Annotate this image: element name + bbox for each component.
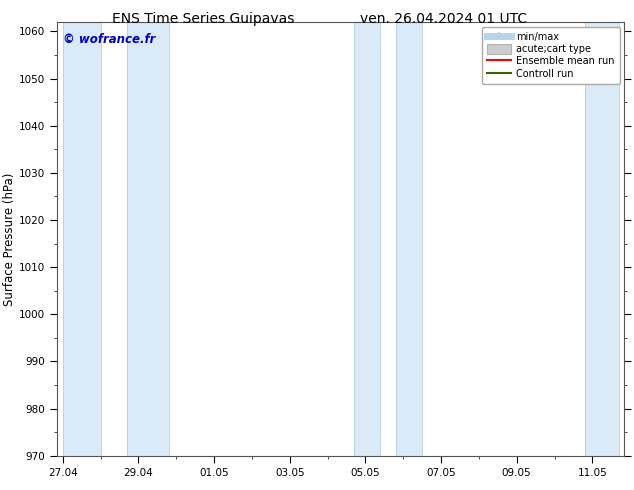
Bar [63,22,101,456]
Legend: min/max, acute;cart type, Ensemble mean run, Controll run: min/max, acute;cart type, Ensemble mean … [482,27,619,83]
Y-axis label: Surface Pressure (hPa): Surface Pressure (hPa) [3,172,16,306]
Bar [396,22,422,456]
Text: © wofrance.fr: © wofrance.fr [63,33,155,46]
Text: ENS Time Series Guipavas: ENS Time Series Guipavas [112,12,294,26]
Bar [127,22,169,456]
Bar [354,22,380,456]
Text: ven. 26.04.2024 01 UTC: ven. 26.04.2024 01 UTC [360,12,527,26]
Bar [585,22,619,456]
